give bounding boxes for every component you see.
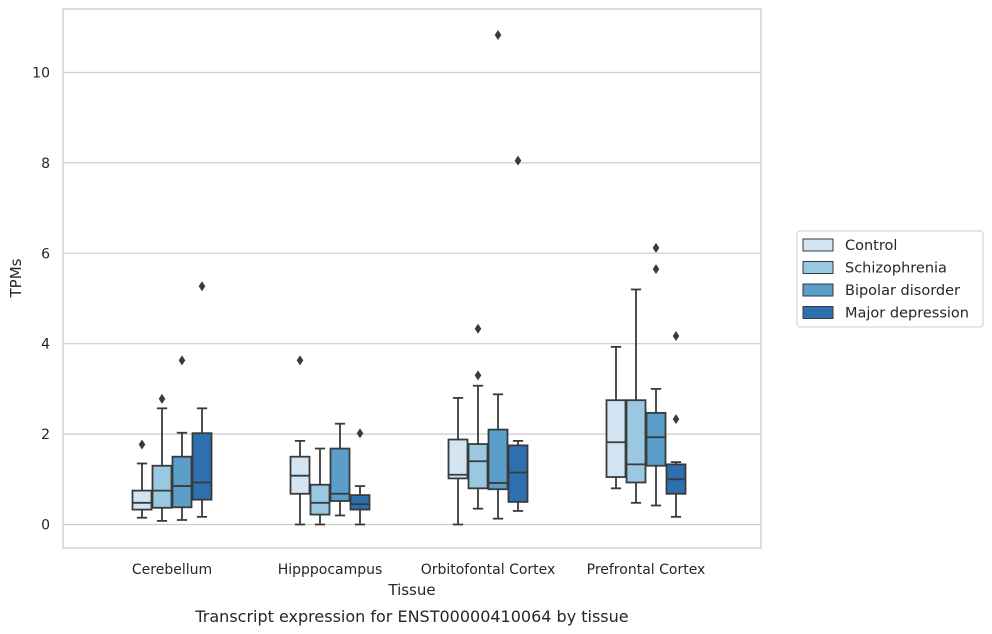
box-outlier <box>672 414 680 425</box>
box-iqr <box>171 455 193 509</box>
legend-swatch <box>802 283 834 297</box>
box-iqr <box>191 432 213 501</box>
legend-swatch <box>802 238 834 252</box>
x-tick-label: Orbitofontal Cortex <box>421 562 556 578</box>
box-outlier <box>138 439 146 450</box>
box-iqr <box>447 438 469 480</box>
y-tick-label: 2 <box>41 427 50 443</box>
figure-caption: Transcript expression for ENST0000041006… <box>194 607 628 626</box>
box-outlier <box>672 331 680 342</box>
legend-label: Control <box>845 238 897 254</box>
box-outlier <box>198 281 206 292</box>
box-iqr <box>151 464 173 509</box>
box-iqr <box>487 428 509 491</box>
legend-swatch <box>802 306 834 319</box>
y-axis-ticks: 0 2 4 6 8 10 <box>32 66 50 534</box>
x-axis-ticks: Cerebellum Hipppocampus Orbitofontal Corte… <box>132 562 705 578</box>
box-iqr <box>507 444 529 503</box>
y-tick-label: 8 <box>41 156 50 172</box>
x-tick-label: Hipppocampus <box>278 562 383 578</box>
box-iqr <box>309 483 331 516</box>
legend: Control Schizophrenia Bipolar disorder Majo… <box>796 230 984 328</box>
box-iqr <box>645 411 667 467</box>
y-axis-label: TPMs <box>7 258 25 298</box>
box-iqr <box>329 447 351 502</box>
y-tick-label: 6 <box>41 246 50 262</box>
box-outlier <box>652 264 660 275</box>
box-outlier <box>652 242 660 253</box>
x-tick-label: Prefrontal Cortex <box>587 562 706 578</box>
y-tick-label: 4 <box>41 337 50 353</box>
box-groups <box>131 29 687 526</box>
box-iqr <box>131 489 153 511</box>
box-outlier <box>494 29 502 40</box>
y-tick-label: 10 <box>32 66 50 82</box>
box-outlier <box>296 355 304 366</box>
box-iqr <box>349 494 371 511</box>
box-outlier <box>474 323 482 334</box>
legend-swatch <box>802 261 834 274</box>
legend-label: Bipolar disorder <box>845 283 960 299</box>
gridlines <box>63 71 761 526</box>
box-outlier <box>158 393 166 404</box>
x-axis-label: Tissue <box>387 581 435 599</box>
x-tick-label: Cerebellum <box>132 562 212 578</box>
box-iqr <box>605 399 627 478</box>
legend-label: Major depression <box>845 306 969 322</box>
y-tick-label: 0 <box>41 518 50 534</box>
box-iqr <box>467 443 489 490</box>
plot-frame <box>62 8 762 549</box>
box-outlier <box>356 428 364 439</box>
legend-frame <box>796 230 984 328</box>
box-iqr <box>625 399 647 484</box>
legend-label: Schizophrenia <box>845 261 947 277</box>
box-outlier <box>514 155 522 166</box>
box-outlier <box>178 355 186 366</box>
box-outlier <box>474 370 482 381</box>
